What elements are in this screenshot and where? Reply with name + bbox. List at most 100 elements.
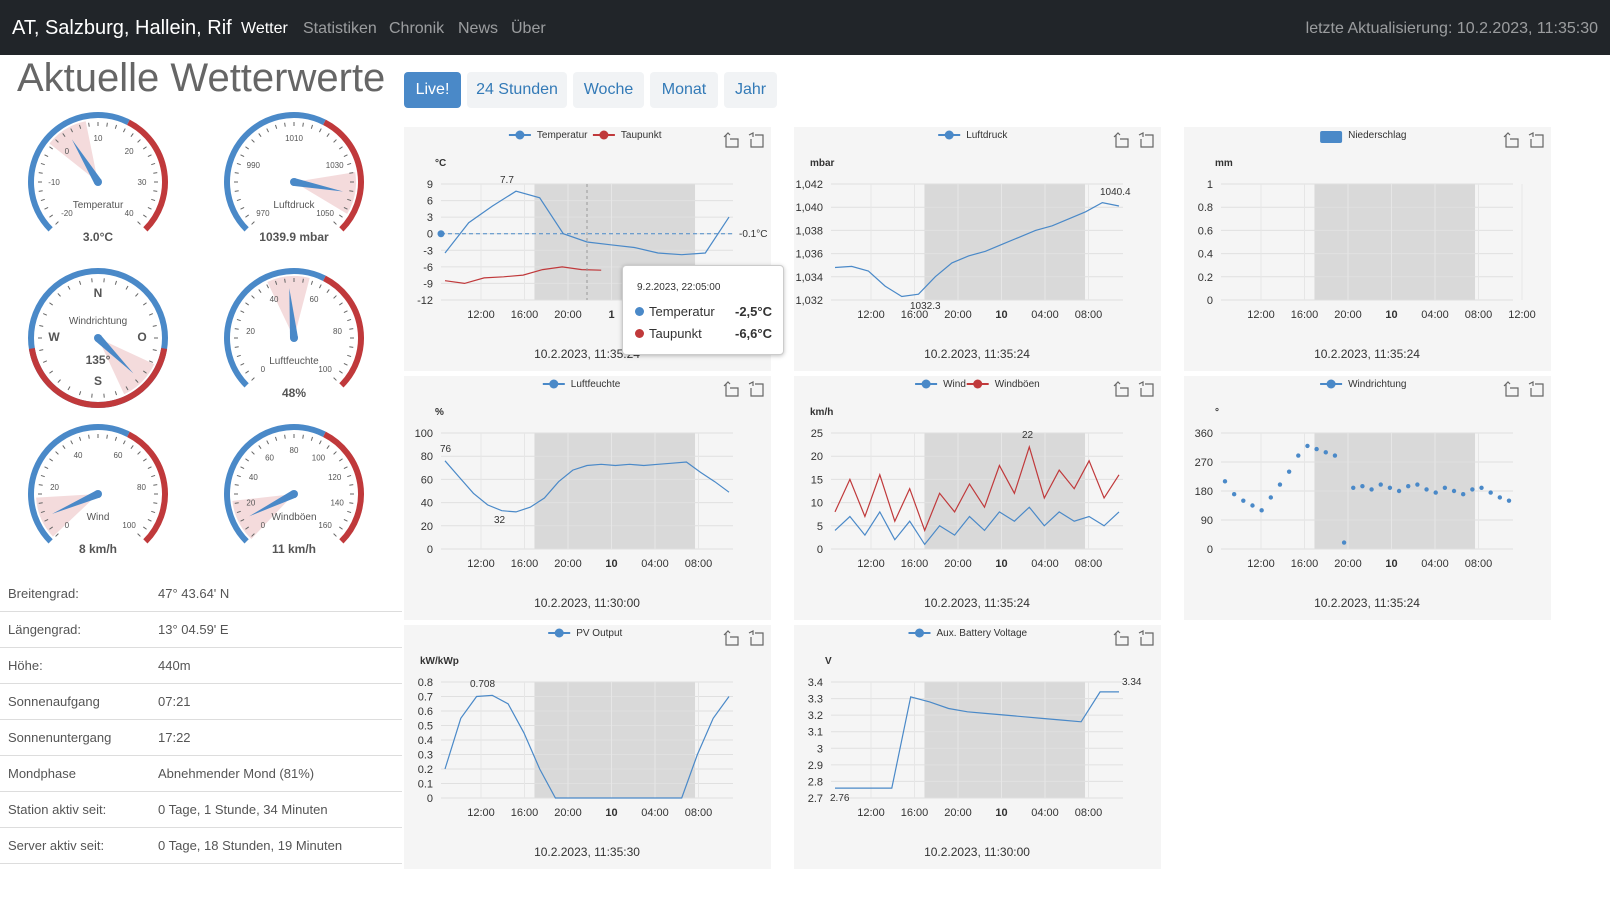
scatter-point (1424, 487, 1429, 492)
scatter-point (1415, 482, 1420, 487)
legend-label[interactable]: Aux. Battery Voltage (937, 628, 1028, 639)
gauge-label: Temperatur (73, 200, 124, 211)
y-tick-label: 0.1 (418, 779, 433, 791)
x-tick-label: 08:00 (685, 558, 713, 570)
legend-label[interactable]: Niederschlag (1348, 130, 1406, 141)
gauge-tick-label: 120 (328, 473, 342, 482)
pv-output-chart: PV Output kW/kWp 0.8 0.7 0.6 0.5 0.4 0.3 0.2 0.1 0… (418, 628, 764, 859)
gauge-tick-label: 0 (65, 147, 70, 156)
gauge-tick (236, 510, 241, 514)
scatter-point (1351, 485, 1356, 490)
gauge-tick (349, 484, 354, 486)
gauge-tick (62, 133, 66, 137)
zoom-reset-icon[interactable] (1113, 630, 1129, 646)
gauge-tick (38, 190, 43, 192)
legend-swatch (1320, 131, 1343, 143)
save-image-icon[interactable] (1138, 132, 1154, 148)
info-value: 440m (158, 658, 191, 673)
gauge-tick (40, 198, 45, 202)
gauge-tick (274, 436, 278, 441)
gauge-tick (143, 214, 147, 218)
gauge-tick (251, 533, 255, 537)
nav-link-ueber[interactable]: Über (511, 20, 546, 37)
gauge-tick (234, 190, 239, 192)
x-tick-label: 12:00 (467, 807, 495, 819)
zoom-reset-icon[interactable] (1113, 132, 1129, 148)
nav-link-news[interactable]: News (458, 20, 499, 37)
gauge-tick (266, 440, 270, 445)
save-image-icon[interactable] (748, 381, 764, 397)
gauge-tick (55, 221, 59, 225)
y-tick-label: 2.7 (808, 793, 823, 805)
legend-label[interactable]: Taupunkt (621, 130, 662, 141)
gauge-temperature: -20 -10 0 10 20 30 40 Temperatur 3.0°C (18, 110, 178, 260)
brand-title[interactable]: AT, Salzburg, Hallein, Rif (12, 17, 232, 39)
legend-label[interactable]: Luftdruck (966, 130, 1008, 141)
gauge-tick (266, 128, 270, 133)
x-tick-label: 04:00 (1421, 558, 1449, 570)
gauge-tick (67, 285, 71, 290)
gauge-tick (152, 349, 157, 351)
save-image-icon[interactable] (1138, 381, 1154, 397)
info-key: Breitengrad: (8, 586, 79, 601)
gauge-tick (106, 434, 108, 439)
y-tick-label: 180 (1195, 486, 1213, 498)
gauge-tick (236, 162, 241, 166)
info-key: Station aktiv seit: (8, 802, 107, 817)
gauge-tick (49, 214, 53, 218)
x-tick-label: 20:00 (554, 558, 582, 570)
gauge-tick-label: 30 (138, 178, 147, 187)
info-key: Sonnenuntergang (8, 730, 112, 745)
range-button-woche[interactable]: Woche (573, 72, 644, 108)
save-image-icon[interactable] (1528, 381, 1544, 397)
legend-label[interactable]: Windböen (995, 379, 1040, 390)
gauge-tick-label: W (48, 330, 60, 344)
gauge-tick (125, 285, 129, 290)
y-tick-label: 40 (421, 498, 433, 510)
scatter-point (1406, 483, 1411, 489)
gauge-tick (147, 206, 152, 210)
chart-panel-pressure: Luftdruck mbar 1,042 1,040 1,038 1,036 1,034 1,… (794, 127, 1161, 371)
range-button-jahr[interactable]: Jahr (724, 72, 777, 108)
save-image-icon[interactable] (1138, 630, 1154, 646)
save-image-icon[interactable] (1528, 132, 1544, 148)
gauge-tick (106, 122, 108, 127)
legend-label[interactable]: Luftfeuchte (571, 379, 621, 390)
range-button-monat[interactable]: Monat (650, 72, 718, 108)
zoom-reset-icon[interactable] (723, 630, 739, 646)
legend-dot (921, 379, 931, 389)
zoom-reset-icon[interactable] (723, 381, 739, 397)
nav-link-wetter[interactable]: Wetter (241, 20, 288, 37)
scatter-point (1369, 487, 1374, 492)
zoom-reset-icon[interactable] (1503, 132, 1519, 148)
range-button-24h[interactable]: 24 Stunden (467, 72, 567, 108)
zoom-reset-icon[interactable] (1503, 381, 1519, 397)
info-value: 07:21 (158, 694, 191, 709)
gauge-tick-label: 1010 (285, 134, 303, 143)
legend-label[interactable]: Wind (943, 379, 966, 390)
legend-label[interactable]: Temperatur (537, 130, 588, 141)
scatter-point (1332, 453, 1338, 458)
gauge-tick (122, 128, 126, 133)
gauge-tick (284, 434, 286, 439)
scatter-point (1396, 488, 1402, 494)
gauge-tick (302, 122, 304, 127)
gauge-tick (49, 146, 53, 150)
y-tick-label: 0.5 (418, 721, 433, 733)
info-row-latitude: Breitengrad: 47° 43.64' N (0, 575, 402, 612)
y-tick-label: 20 (421, 521, 433, 533)
range-button-live[interactable]: Live! (404, 72, 461, 108)
legend-label[interactable]: PV Output (576, 628, 622, 639)
gauge-tick (333, 139, 337, 143)
gauge-tick-label: 80 (290, 446, 299, 455)
legend-label[interactable]: Windrichtung (1348, 379, 1406, 390)
tooltip-series-name: Temperatur (649, 304, 715, 319)
nav-link-statistiken[interactable]: Statistiken (303, 20, 377, 37)
nav-link-chronik[interactable]: Chronik (389, 20, 445, 37)
chart-footer-timestamp: 10.2.2023, 11:35:30 (534, 845, 640, 859)
save-image-icon[interactable] (748, 630, 764, 646)
zoom-reset-icon[interactable] (723, 132, 739, 148)
zoom-reset-icon[interactable] (1113, 381, 1129, 397)
y-tick-label: 80 (421, 451, 433, 463)
save-image-icon[interactable] (748, 132, 764, 148)
